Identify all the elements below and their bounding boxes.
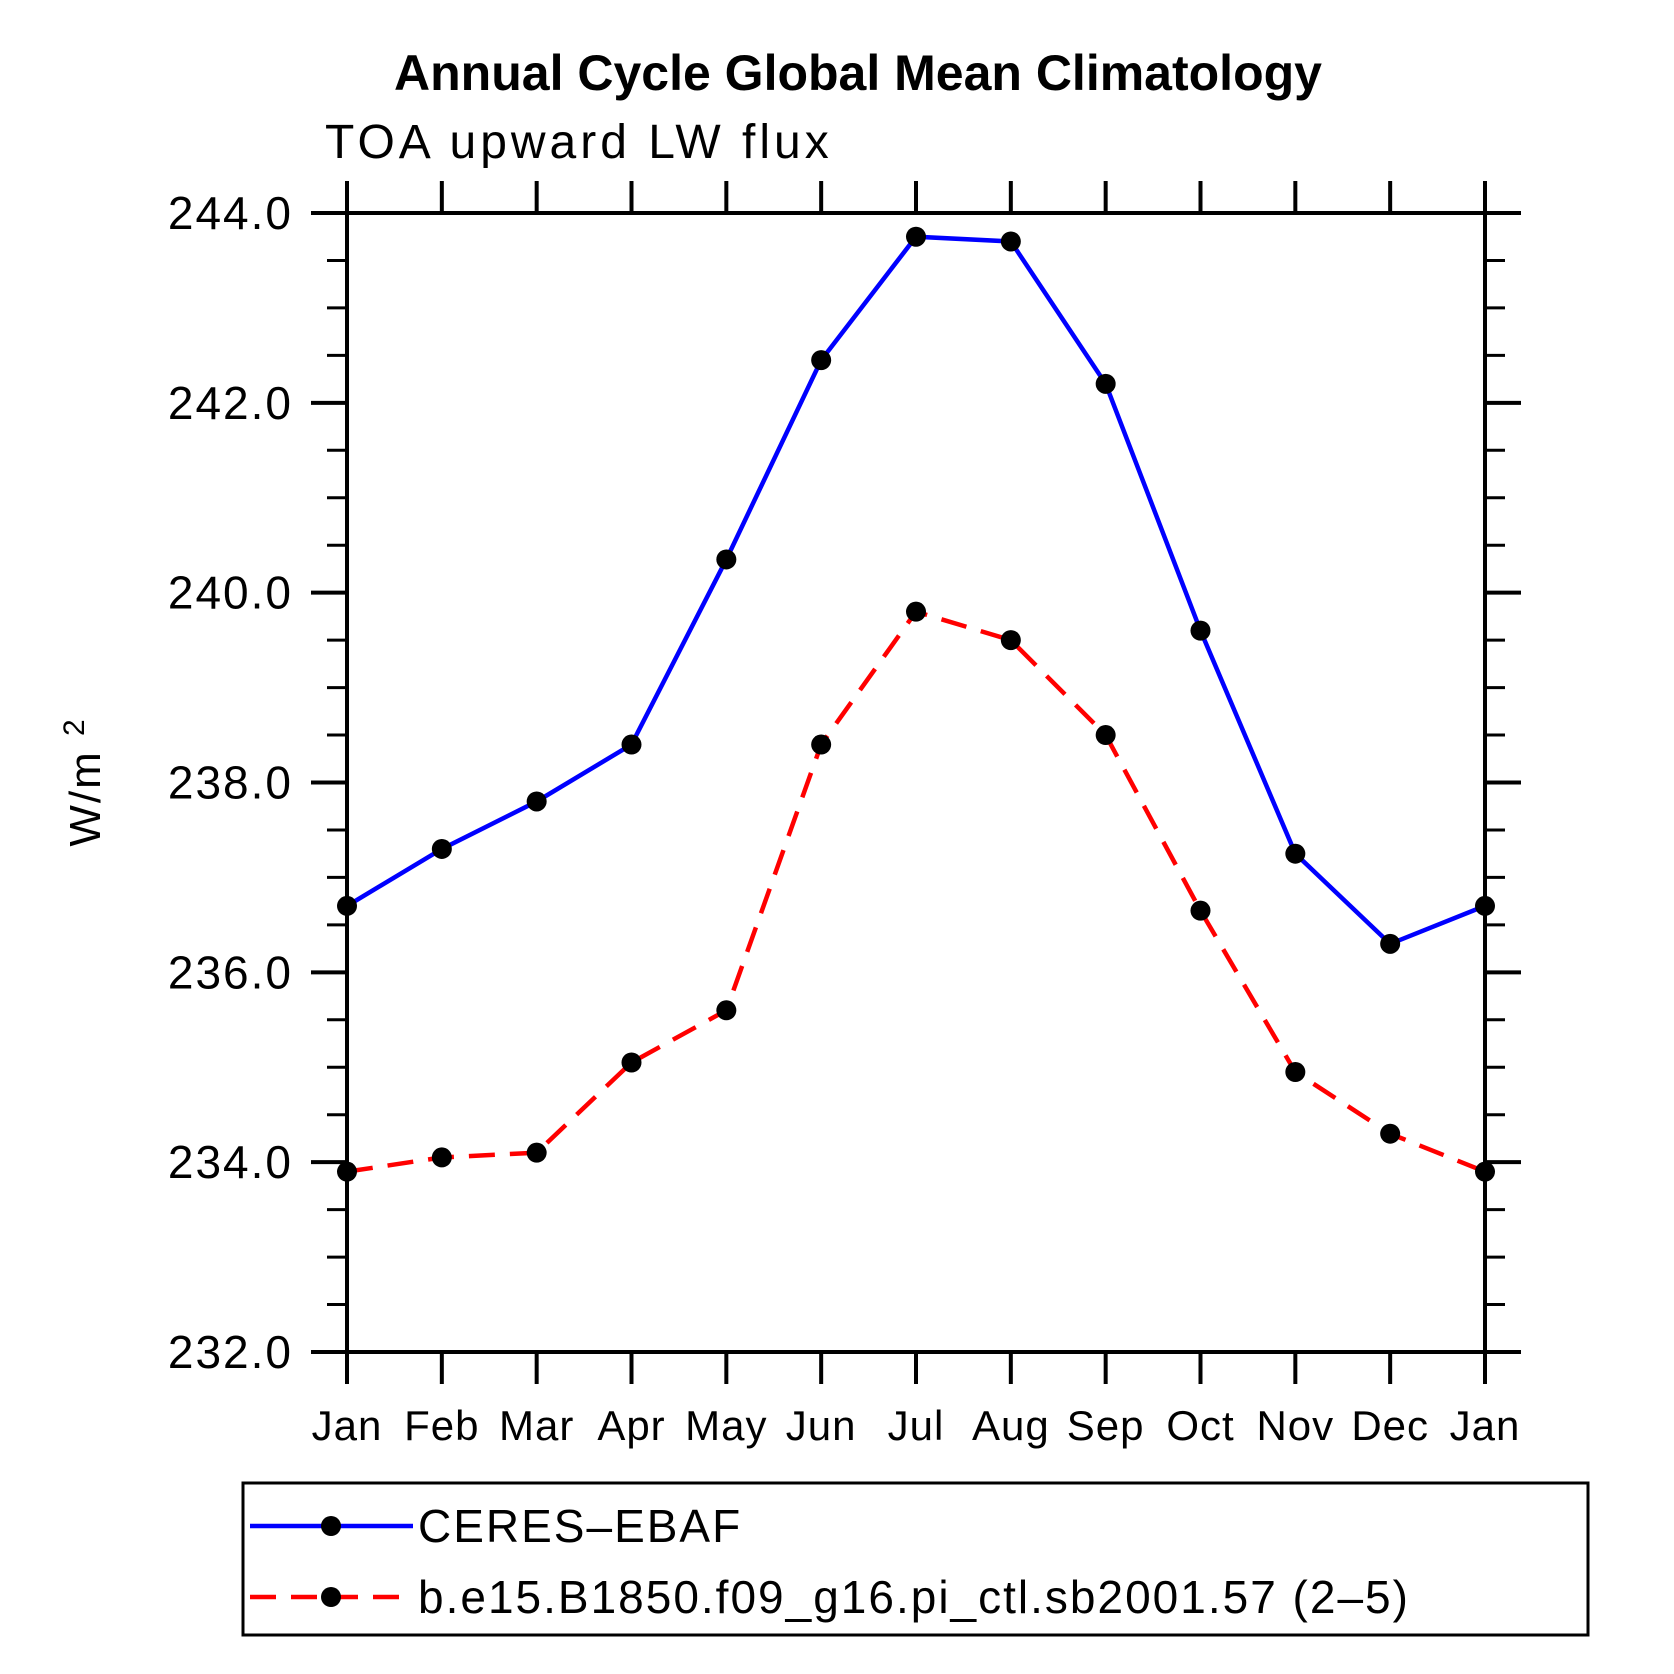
x-tick-label: Aug [972,1402,1050,1449]
axis-ticks: 232.0 234.0 236.0 238.0 240.0 242.0 244.0 Jan Fe… [168,181,1521,1449]
data-point-marker [1380,933,1401,954]
y-tick-label: 236.0 [168,946,293,998]
series-line-obs [345,234,1486,947]
data-point-marker [906,601,926,622]
data-point-marker [1285,1061,1306,1082]
data-point-marker [811,734,832,755]
chart-subtitle: TOA upward LW flux [325,116,833,169]
data-point-marker [431,1147,452,1168]
chart-title: Annual Cycle Global Mean Climatology [394,45,1322,101]
data-point-marker [431,838,452,859]
plot-border [345,211,1487,1354]
x-tick-label: Feb [404,1402,479,1449]
y-tick-label: 238.0 [168,757,293,809]
data-point-marker [906,226,926,247]
x-tick-label: Jun [786,1402,857,1449]
x-tick-label: Dec [1351,1402,1429,1449]
x-tick-label: Apr [597,1402,665,1449]
x-tick-label: Jul [888,1402,945,1449]
legend-label: b.e15.B1850.f09_g16.pi_ctl.sb2001.57 (2–… [418,1571,1410,1623]
y-axis-title: W/m 2 [58,717,110,846]
data-point-marker [621,734,642,755]
legend-label: CERES–EBAF [418,1500,742,1552]
y-tick-label: 242.0 [168,377,293,429]
x-tick-label: Mar [499,1402,574,1449]
data-point-marker [1190,620,1211,641]
y-axis-unit-base: W/m [61,750,110,846]
data-point-marker [1095,373,1116,394]
legend-marker [321,1516,341,1536]
data-point-marker [621,1052,642,1073]
data-point-marker [1380,1123,1401,1144]
data-point-marker [1475,895,1495,916]
data-point-marker [1475,1161,1495,1182]
x-tick-label: Sep [1067,1402,1145,1449]
legend-marker [321,1587,341,1607]
data-point-marker [716,1000,737,1021]
x-tick-label: Nov [1256,1402,1334,1449]
data-series [337,226,1495,1182]
y-tick-label: 244.0 [168,187,293,239]
y-tick-label: 240.0 [168,567,293,619]
data-point-marker [1285,843,1306,864]
data-point-marker [526,791,547,812]
y-tick-label: 234.0 [168,1136,293,1188]
data-point-marker [811,350,832,371]
x-tick-label: May [685,1402,767,1449]
legend-border [241,1481,1590,1637]
data-point-marker [1190,900,1211,921]
series-line-model [346,609,1486,1174]
data-point-marker [1095,725,1116,746]
data-point-marker [526,1142,547,1163]
data-point-marker [337,1161,357,1182]
y-axis-unit-exponent: 2 [58,717,91,736]
data-point-marker [1000,231,1021,252]
plot-frame [345,211,1487,1354]
data-point-marker [337,895,357,916]
data-point-marker [716,549,737,570]
data-point-marker [1000,630,1021,651]
x-tick-label: Jan [1450,1402,1521,1449]
x-tick-label: Jan [312,1402,383,1449]
legend-box: CERES–EBAF b.e15.B1850.f09_g16.pi_ctl.sb2… [241,1481,1590,1637]
y-tick-label: 232.0 [168,1326,293,1378]
x-tick-label: Oct [1166,1402,1234,1449]
